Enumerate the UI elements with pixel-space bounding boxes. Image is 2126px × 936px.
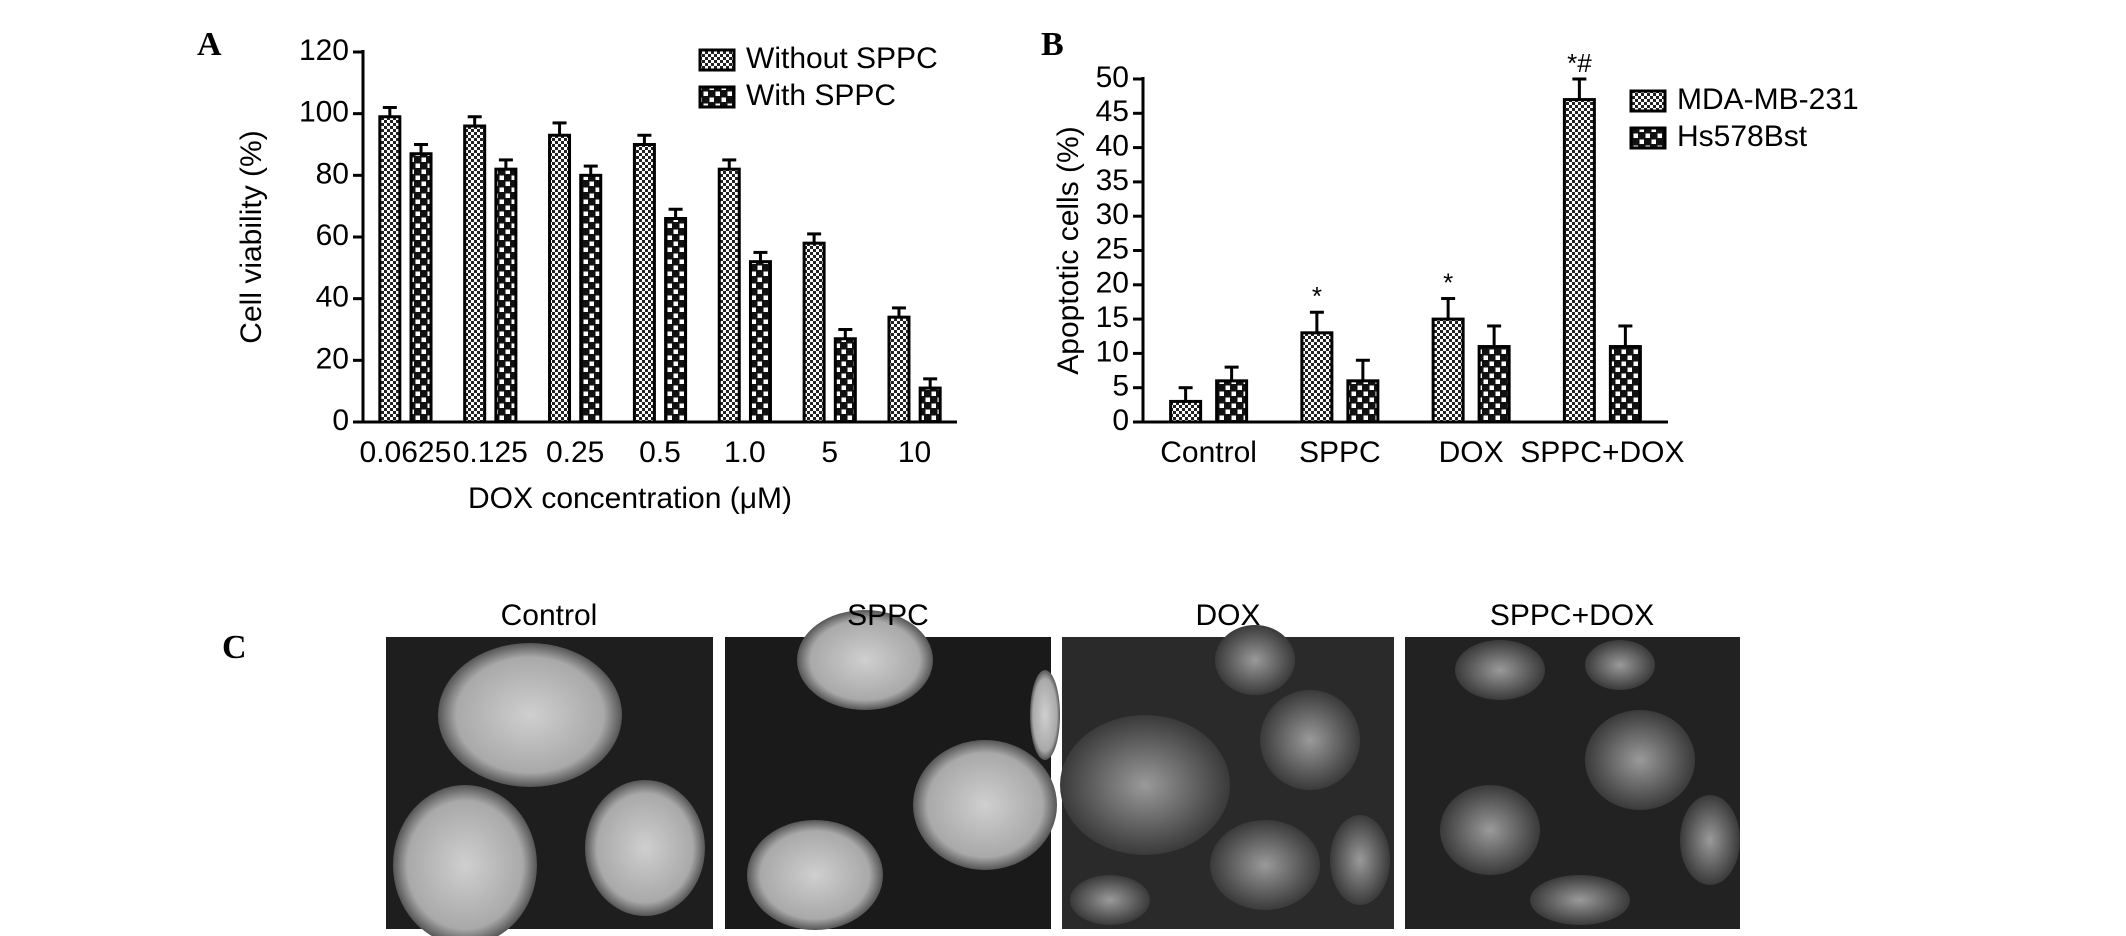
legend-label: Without SPPC <box>746 42 938 75</box>
x-tick-label: 0.125 <box>453 436 528 469</box>
bar <box>494 167 518 424</box>
y-tick-label: 100 <box>299 96 349 129</box>
y-tick-label: 60 <box>316 219 349 252</box>
error-bar <box>414 143 429 154</box>
y-tick-label: 40 <box>316 281 349 314</box>
annotation: * <box>1443 267 1453 297</box>
bar <box>1608 345 1642 424</box>
y-axis-label: Apoptotic cells (%) <box>1052 126 1085 374</box>
x-tick-label: DOX <box>1439 436 1504 469</box>
error-bar <box>552 121 567 136</box>
bar <box>548 133 572 424</box>
y-axis-label: Cell viability (%) <box>235 130 268 343</box>
x-tick-label: 0.5 <box>639 436 681 469</box>
y-tick-label: 45 <box>1096 95 1129 128</box>
bar <box>579 173 603 424</box>
bar <box>378 115 402 424</box>
x-axis-label: DOX concentration (μM) <box>468 482 792 515</box>
bar <box>887 315 911 424</box>
bar <box>664 217 688 424</box>
y-tick-label: 15 <box>1096 301 1129 334</box>
error-bar <box>1178 386 1193 402</box>
bar <box>717 167 741 424</box>
y-tick-label: 0 <box>332 404 349 437</box>
annotation: *# <box>1567 48 1592 78</box>
bar <box>1215 379 1249 424</box>
legend-label: MDA-MB-231 <box>1677 83 1859 116</box>
bar <box>463 124 487 424</box>
y-tick-label: 0 <box>1112 404 1129 437</box>
bar <box>833 337 857 424</box>
y-tick-label: 5 <box>1112 370 1129 403</box>
y-tick-label: 50 <box>1096 61 1129 94</box>
error-bar <box>1355 358 1370 381</box>
error-bar <box>1572 77 1587 100</box>
error-bar <box>583 164 598 176</box>
error-bar <box>668 207 683 219</box>
error-bar <box>1309 310 1324 333</box>
bar <box>1477 345 1511 424</box>
error-bar <box>923 377 938 389</box>
y-tick-label: 20 <box>1096 267 1129 300</box>
error-bar <box>722 158 737 170</box>
annotation: * <box>1312 281 1322 311</box>
bar <box>802 241 826 424</box>
error-bar <box>498 158 513 170</box>
error-bar <box>1487 324 1502 347</box>
error-bar <box>1618 324 1633 347</box>
y-tick-label: 120 <box>299 34 349 67</box>
panel-label: A <box>197 26 222 63</box>
error-bar <box>637 133 652 145</box>
x-tick-label: SPPC <box>1299 436 1381 469</box>
error-bar <box>807 232 822 244</box>
x-tick-label: 5 <box>821 436 838 469</box>
legend-swatch <box>698 85 736 109</box>
legend-swatch <box>1629 89 1667 113</box>
x-tick-label: 10 <box>898 436 931 469</box>
error-bar <box>467 115 482 126</box>
y-tick-label: 10 <box>1096 335 1129 368</box>
error-bar <box>753 250 768 262</box>
micrograph-label: Control <box>501 599 598 632</box>
y-tick-label: 40 <box>1096 130 1129 163</box>
y-tick-label: 35 <box>1096 164 1129 197</box>
panel-label: C <box>222 629 247 666</box>
legend-label: With SPPC <box>746 79 896 112</box>
legend-swatch <box>698 48 736 72</box>
bar <box>632 143 656 424</box>
error-bar <box>1441 297 1456 320</box>
bar <box>1169 399 1203 424</box>
bar <box>748 260 772 424</box>
error-bar <box>382 106 397 117</box>
x-tick-label: SPPC+DOX <box>1520 436 1684 469</box>
micrograph-label: SPPC <box>847 599 929 632</box>
panel-label: B <box>1041 26 1064 63</box>
legend-swatch <box>1629 126 1667 150</box>
error-bar <box>1224 365 1239 381</box>
bar <box>1346 379 1380 424</box>
micrograph-label: SPPC+DOX <box>1490 599 1654 632</box>
micrograph-images <box>386 610 1740 936</box>
y-tick-label: 30 <box>1096 198 1129 231</box>
error-bar <box>838 328 853 339</box>
x-tick-label: 1.0 <box>724 436 766 469</box>
y-tick-label: 80 <box>316 157 349 190</box>
legend-label: Hs578Bst <box>1677 120 1808 153</box>
micrograph-label: DOX <box>1195 599 1260 632</box>
bar <box>918 386 942 424</box>
x-tick-label: 0.25 <box>546 436 604 469</box>
bar <box>1562 98 1596 424</box>
x-tick-label: 0.0625 <box>360 436 452 469</box>
bar <box>1431 317 1465 424</box>
y-tick-label: 20 <box>316 342 349 375</box>
bar <box>1300 331 1334 424</box>
bar <box>409 152 433 424</box>
error-bar <box>891 306 906 318</box>
y-tick-label: 25 <box>1096 232 1129 265</box>
x-tick-label: Control <box>1160 436 1257 469</box>
